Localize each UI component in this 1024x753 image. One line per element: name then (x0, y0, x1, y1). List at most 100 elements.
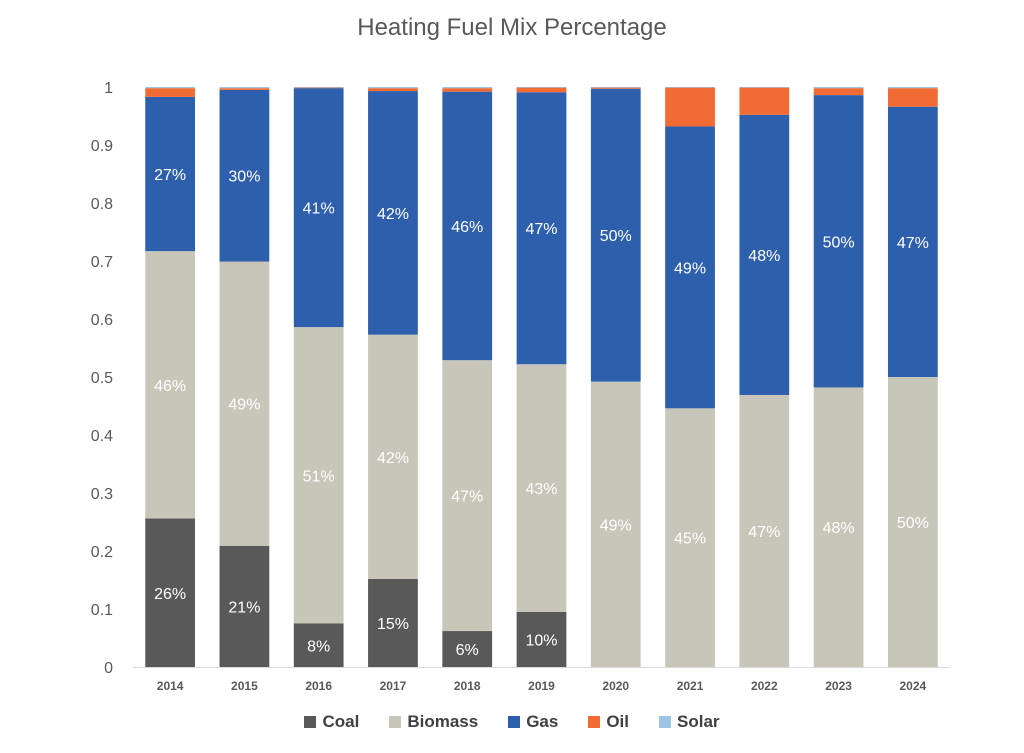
data-label-gas: 50% (600, 228, 632, 245)
data-label-coal: 21% (228, 599, 260, 616)
x-tick-label: 2020 (602, 679, 629, 693)
bar-segment-biomass (145, 251, 196, 519)
bar-segment-biomass (887, 377, 938, 667)
bar-segment-coal (368, 578, 418, 667)
bar-segment-solar (739, 87, 790, 88)
bar-segment-solar (665, 87, 715, 88)
data-label-gas: 27% (154, 167, 186, 184)
data-label-gas: 30% (228, 169, 260, 186)
data-label-gas: 47% (525, 221, 557, 238)
bar-segment-oil (145, 88, 196, 97)
data-label-biomass: 43% (525, 481, 557, 498)
y-tick-label: 0.6 (91, 312, 113, 329)
legend-item-solar: Solar (659, 712, 720, 732)
bar-segment-oil (293, 87, 344, 89)
y-tick-label: 0.1 (91, 602, 113, 619)
bar-segment-oil (665, 87, 715, 127)
bar-segment-biomass (739, 394, 790, 667)
legend-label: Biomass (407, 712, 479, 731)
bar-segment-biomass (516, 364, 567, 612)
data-labels-group: 26% 46% 27% 21% 49% 30% 8% 51% 41% 15% 42% 42% 6% 47%… (154, 167, 929, 659)
data-label-coal: 8% (307, 638, 330, 655)
legend-swatch (389, 716, 402, 728)
bar-segment-coal (516, 611, 567, 667)
bar-segment-coal (293, 623, 344, 667)
y-tick-label: 0.5 (91, 370, 113, 387)
bar-segment-gas (293, 88, 344, 328)
bar-segment-gas (368, 91, 418, 335)
bar-segment-gas (813, 95, 864, 388)
bar-segment-gas (516, 92, 567, 365)
bar-segment-oil (813, 88, 864, 96)
x-tick-label: 2016 (305, 679, 332, 693)
bar-segment-oil (739, 87, 790, 115)
data-label-gas: 46% (451, 219, 483, 236)
bar-segment-solar (813, 87, 864, 89)
y-tick-label: 0.4 (91, 428, 113, 445)
data-label-gas: 47% (897, 235, 929, 252)
bars-group (145, 87, 938, 667)
bar-segment-gas (739, 114, 790, 395)
bar-segment-biomass (293, 327, 344, 624)
x-tick-label: 2015 (231, 679, 258, 693)
bar-segment-gas (145, 96, 196, 252)
bar-segment-oil (887, 88, 938, 107)
bar-segment-solar (145, 87, 196, 89)
bar-segment-oil (368, 88, 418, 92)
bar-segment-biomass (590, 381, 641, 667)
y-tick-label: 0.3 (91, 486, 113, 503)
data-label-coal: 6% (456, 642, 479, 659)
legend-swatch (508, 716, 521, 728)
data-label-biomass: 49% (228, 397, 260, 414)
data-label-gas: 41% (303, 201, 335, 218)
legend-item-oil: Oil (588, 712, 629, 732)
data-label-gas: 48% (748, 248, 780, 265)
bar-segment-oil (516, 87, 567, 93)
bar-segment-oil (590, 87, 641, 89)
data-label-gas: 49% (674, 260, 706, 277)
legend-swatch (588, 716, 601, 728)
bar-segment-gas (442, 91, 493, 361)
bar-segment-biomass (665, 408, 715, 667)
bar-segment-biomass (813, 387, 864, 667)
bar-segment-oil (442, 88, 493, 92)
legend-label: Coal (322, 712, 360, 731)
legend-swatch (659, 716, 671, 728)
data-label-gas: 42% (377, 206, 409, 223)
bar-segment-solar (887, 87, 938, 89)
legend-item-coal: Coal (304, 712, 359, 732)
bar-segment-gas (219, 89, 270, 262)
data-label-biomass: 51% (303, 468, 335, 485)
data-label-biomass: 49% (600, 517, 632, 534)
legend-label: Solar (677, 712, 720, 731)
bar-segment-coal (442, 631, 493, 667)
bar-segment-solar (516, 87, 567, 88)
x-tick-label: 2023 (825, 679, 852, 693)
legend-swatch (304, 716, 317, 728)
data-label-coal: 10% (525, 632, 557, 649)
bar-segment-coal (145, 518, 196, 667)
x-tick-label: 2018 (454, 679, 481, 693)
data-label-coal: 15% (377, 616, 409, 633)
bar-segment-solar (293, 87, 344, 88)
data-label-gas: 50% (823, 234, 855, 251)
y-tick-label: 1 (104, 80, 113, 97)
y-tick-label: 0 (104, 660, 113, 677)
data-label-coal: 26% (154, 586, 186, 603)
y-axis: 0 0.1 0.2 0.3 0.4 0.5 0.6 0.7 0.8 0.9 1 (91, 80, 113, 677)
y-tick-label: 0.7 (91, 254, 113, 271)
bar-segment-gas (887, 106, 938, 377)
data-label-biomass: 45% (674, 531, 706, 548)
bar-segment-biomass (368, 334, 418, 579)
chart-title: Heating Fuel Mix Percentage (357, 14, 667, 41)
bar-segment-solar (368, 87, 418, 89)
legend-label: Gas (526, 712, 559, 731)
data-label-biomass: 47% (748, 524, 780, 541)
bar-segment-biomass (219, 261, 270, 546)
data-label-biomass: 50% (897, 515, 929, 532)
legend: Coal Biomass Gas Oil Solar (0, 712, 1024, 732)
y-tick-label: 0.9 (91, 138, 113, 155)
data-label-biomass: 42% (377, 450, 409, 467)
bar-segment-gas (665, 126, 715, 409)
